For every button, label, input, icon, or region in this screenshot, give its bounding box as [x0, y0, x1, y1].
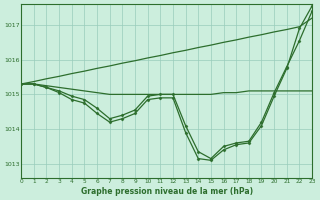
X-axis label: Graphe pression niveau de la mer (hPa): Graphe pression niveau de la mer (hPa)	[81, 187, 253, 196]
